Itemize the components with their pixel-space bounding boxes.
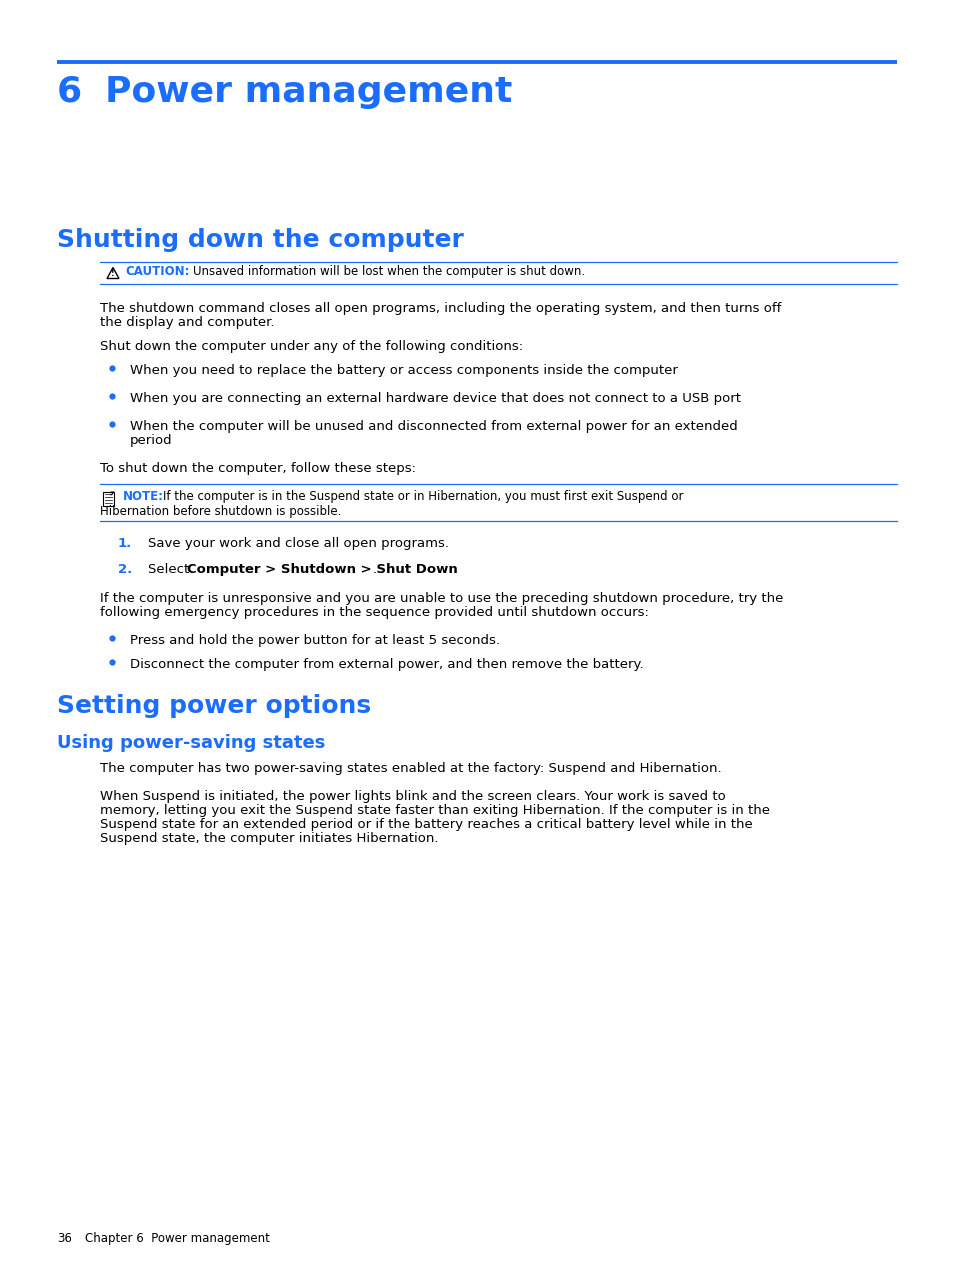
Text: 36: 36 (57, 1232, 71, 1245)
Text: Suspend state for an extended period or if the battery reaches a critical batter: Suspend state for an extended period or … (100, 818, 752, 831)
Text: The shutdown command closes all open programs, including the operating system, a: The shutdown command closes all open pro… (100, 302, 781, 315)
Text: Shutting down the computer: Shutting down the computer (57, 229, 463, 251)
Text: Using power-saving states: Using power-saving states (57, 734, 325, 752)
Text: When the computer will be unused and disconnected from external power for an ext: When the computer will be unused and dis… (130, 420, 737, 433)
Text: The computer has two power-saving states enabled at the factory: Suspend and Hib: The computer has two power-saving states… (100, 762, 720, 775)
Text: following emergency procedures in the sequence provided until shutdown occurs:: following emergency procedures in the se… (100, 606, 648, 618)
Text: Suspend state, the computer initiates Hibernation.: Suspend state, the computer initiates Hi… (100, 832, 438, 845)
Text: 6: 6 (57, 75, 82, 109)
Text: 1.: 1. (118, 537, 132, 550)
Text: Press and hold the power button for at least 5 seconds.: Press and hold the power button for at l… (130, 634, 499, 646)
Text: period: period (130, 434, 172, 447)
Text: If the computer is unresponsive and you are unable to use the preceding shutdown: If the computer is unresponsive and you … (100, 592, 782, 605)
Text: To shut down the computer, follow these steps:: To shut down the computer, follow these … (100, 462, 416, 475)
Text: Shut down the computer under any of the following conditions:: Shut down the computer under any of the … (100, 340, 522, 353)
Text: CAUTION:: CAUTION: (125, 265, 190, 278)
Text: the display and computer.: the display and computer. (100, 316, 274, 329)
Text: If the computer is in the Suspend state or in Hibernation, you must first exit S: If the computer is in the Suspend state … (163, 490, 682, 503)
Text: When Suspend is initiated, the power lights blink and the screen clears. Your wo: When Suspend is initiated, the power lig… (100, 790, 725, 803)
Text: Unsaved information will be lost when the computer is shut down.: Unsaved information will be lost when th… (193, 265, 584, 278)
Text: Computer > Shutdown > Shut Down: Computer > Shutdown > Shut Down (187, 563, 457, 577)
FancyBboxPatch shape (103, 491, 113, 505)
Text: 2.: 2. (118, 563, 132, 577)
Text: Hibernation before shutdown is possible.: Hibernation before shutdown is possible. (100, 505, 341, 518)
Text: Select: Select (148, 563, 193, 577)
Text: Chapter 6  Power management: Chapter 6 Power management (85, 1232, 270, 1245)
Text: When you are connecting an external hardware device that does not connect to a U: When you are connecting an external hard… (130, 392, 740, 405)
Text: Power management: Power management (105, 75, 512, 109)
Text: .: . (373, 563, 376, 577)
Text: Setting power options: Setting power options (57, 693, 371, 718)
Text: Disconnect the computer from external power, and then remove the battery.: Disconnect the computer from external po… (130, 658, 643, 671)
Text: When you need to replace the battery or access components inside the computer: When you need to replace the battery or … (130, 364, 678, 377)
Text: Save your work and close all open programs.: Save your work and close all open progra… (148, 537, 449, 550)
Text: !: ! (112, 268, 114, 278)
Text: NOTE:: NOTE: (123, 490, 164, 503)
Text: memory, letting you exit the Suspend state faster than exiting Hibernation. If t: memory, letting you exit the Suspend sta… (100, 804, 769, 817)
